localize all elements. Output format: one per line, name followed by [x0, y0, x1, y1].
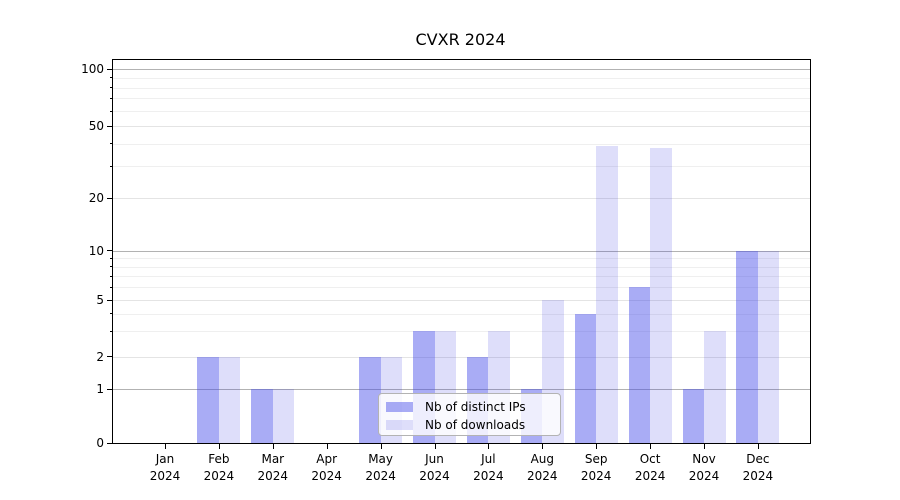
major-gridline — [113, 69, 810, 71]
y-minor-tick-mark — [110, 313, 113, 315]
y-tick-mark — [107, 250, 113, 252]
y-tick-mark — [107, 356, 113, 357]
y-tick-label: 10 — [88, 243, 104, 258]
y-minor-tick-mark — [110, 257, 113, 259]
y-tick-label: 5 — [96, 293, 104, 307]
x-tick-label: Jul 2024 — [473, 452, 504, 483]
x-tick-mark — [757, 444, 759, 449]
x-tick-mark — [434, 444, 436, 449]
x-tick-label: May 2024 — [365, 452, 396, 483]
x-tick-label: Feb 2024 — [203, 452, 235, 483]
bar-downloads — [650, 147, 672, 443]
bar-distinct-ips — [736, 250, 758, 443]
x-tick-label: Oct 2024 — [634, 452, 666, 483]
x-tick-label: Dec 2024 — [742, 452, 774, 483]
major-gridline — [113, 389, 810, 390]
x-tick-mark — [326, 444, 328, 449]
x-tick-label: Mar 2024 — [257, 452, 289, 483]
y-minor-tick-mark — [110, 77, 113, 79]
bar-downloads — [218, 356, 241, 443]
x-tick-mark — [596, 444, 598, 449]
chart-title: CVXR 2024 — [415, 30, 506, 49]
y-tick-label: 2 — [96, 349, 104, 364]
legend: Nb of distinct IPs Nb of downloads — [378, 393, 561, 436]
minor-gridline — [113, 287, 810, 289]
legend-row-downloads: Nb of downloads — [379, 416, 560, 434]
gridline — [113, 356, 810, 358]
gridline — [113, 126, 810, 127]
y-tick-mark — [107, 125, 113, 127]
minor-gridline — [113, 166, 810, 168]
y-minor-tick-mark — [110, 275, 113, 277]
bar-distinct-ips — [682, 389, 704, 443]
y-tick-label: 100 — [81, 62, 104, 77]
minor-gridline — [113, 258, 810, 260]
minor-gridline — [113, 111, 810, 113]
bar-downloads — [596, 145, 618, 443]
y-minor-tick-mark — [110, 165, 113, 167]
bar-downloads — [757, 250, 780, 443]
y-tick-label: 20 — [88, 191, 104, 206]
minor-gridline — [113, 143, 810, 145]
legend-label-downloads: Nb of downloads — [425, 418, 526, 432]
y-minor-tick-mark — [110, 110, 113, 112]
y-minor-tick-mark — [110, 97, 113, 99]
legend-swatch-distinct-ips — [386, 402, 413, 412]
minor-gridline — [113, 331, 810, 333]
x-tick-mark — [272, 444, 274, 449]
legend-label-distinct-ips: Nb of distinct IPs — [425, 400, 526, 414]
bar-distinct-ips — [574, 313, 597, 443]
x-tick-label: Sep 2024 — [580, 452, 612, 483]
bar-distinct-ips — [251, 389, 273, 443]
minor-gridline — [113, 87, 810, 89]
minor-gridline — [113, 313, 810, 315]
minor-gridline — [113, 276, 810, 278]
y-tick-mark — [107, 197, 113, 199]
minor-gridline — [113, 266, 810, 268]
y-tick-label: 1 — [96, 382, 104, 396]
y-tick-mark — [107, 68, 113, 70]
y-tick-label: 50 — [88, 119, 104, 133]
x-tick-mark — [165, 444, 166, 449]
x-tick-mark — [542, 444, 544, 449]
y-tick-mark — [107, 442, 113, 444]
x-tick-mark — [380, 444, 382, 449]
bar-distinct-ips — [197, 356, 219, 443]
x-tick-label: Jan 2024 — [149, 452, 181, 483]
x-tick-mark — [650, 444, 652, 449]
y-minor-tick-mark — [110, 266, 113, 268]
legend-swatch-downloads — [386, 420, 413, 430]
major-gridline — [113, 250, 810, 252]
gridline — [113, 198, 810, 200]
minor-gridline — [113, 98, 810, 100]
x-tick-mark — [704, 444, 705, 449]
y-tick-mark — [107, 388, 113, 390]
x-tick-label: Nov 2024 — [688, 452, 720, 483]
x-tick-label: Apr 2024 — [311, 452, 342, 483]
minor-gridline — [113, 77, 810, 79]
y-minor-tick-mark — [110, 330, 113, 332]
x-tick-mark — [218, 444, 220, 449]
y-tick-label: 0 — [96, 436, 104, 450]
bar-distinct-ips — [359, 356, 381, 443]
plot-area — [112, 59, 811, 444]
y-minor-tick-mark — [110, 143, 113, 145]
legend-row-distinct-ips: Nb of distinct IPs — [379, 398, 560, 416]
y-tick-mark — [107, 299, 113, 301]
bar-downloads — [704, 331, 726, 443]
y-minor-tick-mark — [110, 87, 113, 89]
x-tick-label: Aug 2024 — [527, 452, 558, 483]
bar-distinct-ips — [628, 287, 651, 443]
gridline — [113, 300, 810, 301]
y-minor-tick-mark — [110, 286, 113, 288]
x-tick-mark — [488, 444, 490, 449]
x-tick-label: Jun 2024 — [419, 452, 450, 483]
bar-downloads — [272, 389, 295, 443]
